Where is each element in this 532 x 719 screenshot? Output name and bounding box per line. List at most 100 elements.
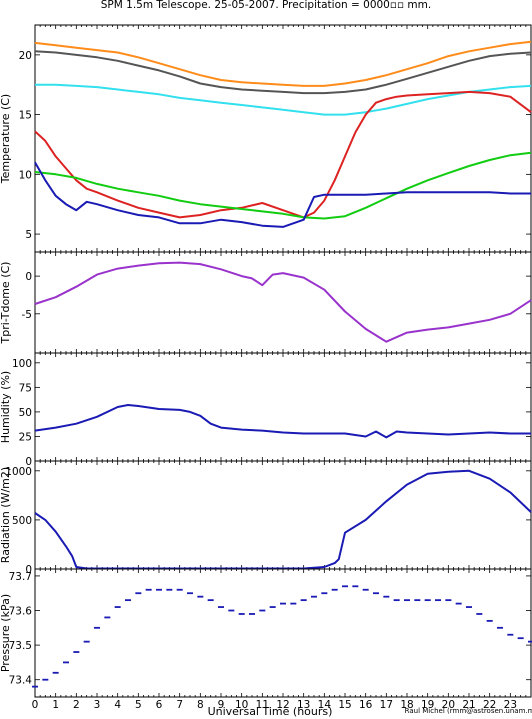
data-point	[280, 602, 286, 605]
plot-frame	[34, 352, 532, 462]
x-tick-label: 13	[297, 699, 310, 711]
y-tick-label: 10	[19, 169, 32, 181]
data-point	[187, 592, 193, 595]
data-point	[424, 599, 431, 602]
data-point	[156, 588, 162, 591]
y-tick-label: 0	[25, 564, 32, 576]
data-point	[197, 595, 204, 598]
x-tick-label: 19	[421, 699, 434, 711]
data-point	[249, 613, 255, 615]
data-point	[238, 613, 245, 615]
data-point	[94, 626, 100, 629]
y-tick-label: 73.6	[9, 606, 33, 618]
y-tick-label: 75	[19, 382, 32, 394]
data-point	[455, 602, 462, 605]
data-point	[32, 685, 38, 688]
data-point	[393, 599, 400, 602]
data-point	[404, 599, 410, 602]
data-point	[342, 585, 348, 588]
data-point	[373, 592, 379, 595]
series-line	[34, 404, 531, 439]
x-tick-label: 18	[400, 699, 413, 711]
y-axis-label: Pressure (kPa)	[0, 594, 12, 672]
series-line	[34, 50, 532, 95]
y-tick-label: 20	[19, 50, 32, 62]
data-point	[218, 606, 224, 608]
figure-credit: Raul Michel (rmm@astrosen.unam.mx)	[405, 707, 532, 715]
data-point	[528, 640, 532, 643]
x-tick-label: 0	[32, 699, 39, 711]
series-line	[34, 261, 532, 343]
data-point	[145, 588, 152, 591]
data-point	[300, 599, 307, 602]
data-point	[517, 637, 524, 640]
x-tick-labels: 0 1 2 3 4 5 6 7 8 9 10 11 12 13 14 15 16 17 18 19 20 21 22 23	[32, 699, 517, 711]
data-point	[269, 606, 276, 608]
plot-frame	[34, 251, 532, 354]
data-point	[486, 619, 493, 622]
series-line	[34, 469, 532, 570]
data-point	[166, 588, 173, 591]
x-tick-label: 3	[94, 699, 101, 711]
data-point	[311, 595, 317, 598]
data-point	[207, 599, 214, 602]
x-tick-label: 16	[359, 699, 373, 711]
x-tick-label: 11	[256, 699, 269, 711]
y-tick-label: 73.4	[9, 675, 33, 687]
y-tick-label: 73.7	[9, 571, 32, 583]
y-tick-label: 15	[19, 110, 32, 122]
data-point	[414, 599, 421, 602]
data-point	[466, 606, 472, 608]
data-point	[352, 585, 359, 588]
y-axis-label: Humidity (%)	[0, 371, 12, 443]
plot-frame	[34, 568, 532, 698]
data-point	[331, 588, 338, 591]
x-tick-label: 4	[114, 699, 121, 711]
x-tick-label: 10	[235, 699, 248, 711]
x-tick-label: 17	[380, 699, 393, 711]
data-point	[290, 602, 297, 605]
x-tick-label: 14	[318, 699, 332, 711]
y-tick-label: 500	[12, 515, 32, 527]
data-point	[383, 595, 390, 598]
figure-title: SPM 1.5m Telescope. 25-05-2007. Precipit…	[101, 0, 431, 11]
x-tick-label: 21	[462, 699, 475, 711]
y-tick-label: 5	[25, 229, 32, 241]
y-tick-label: 25	[19, 431, 32, 443]
y-axis-label: Tpri-Tdome (C)	[0, 262, 12, 345]
x-tick-label: 5	[135, 699, 142, 711]
data-point	[73, 651, 80, 653]
series-line	[34, 151, 532, 220]
data-point	[476, 613, 483, 615]
series-line	[35, 83, 532, 116]
data-point	[63, 661, 69, 664]
data-point	[83, 640, 90, 643]
x-tick-label: 20	[442, 699, 455, 711]
data-point	[135, 592, 142, 595]
data-point	[52, 671, 59, 674]
data-point	[497, 626, 503, 629]
x-tick-label: 15	[338, 699, 351, 711]
x-tick-label: 22	[483, 699, 496, 711]
data-point	[125, 599, 131, 602]
plot-frame	[34, 460, 532, 570]
x-tick-label: 6	[156, 699, 163, 711]
data-point	[104, 616, 111, 619]
chart-panel: -5 0 Tpri-Tdome (C)	[0, 251, 532, 354]
data-point	[176, 588, 183, 591]
x-tick-label: 23	[504, 699, 517, 711]
series-points	[32, 585, 532, 688]
y-axis-label: Radiation (W/m2)	[0, 467, 12, 563]
y-axis-label: Temperature (C)	[0, 94, 12, 184]
data-point	[445, 599, 452, 602]
y-tick-label: 73.5	[9, 640, 32, 652]
data-point	[259, 609, 266, 612]
x-tick-label: 1	[52, 699, 59, 711]
x-tick-label: 9	[218, 699, 225, 711]
series-line	[34, 40, 532, 87]
data-point	[42, 678, 49, 681]
